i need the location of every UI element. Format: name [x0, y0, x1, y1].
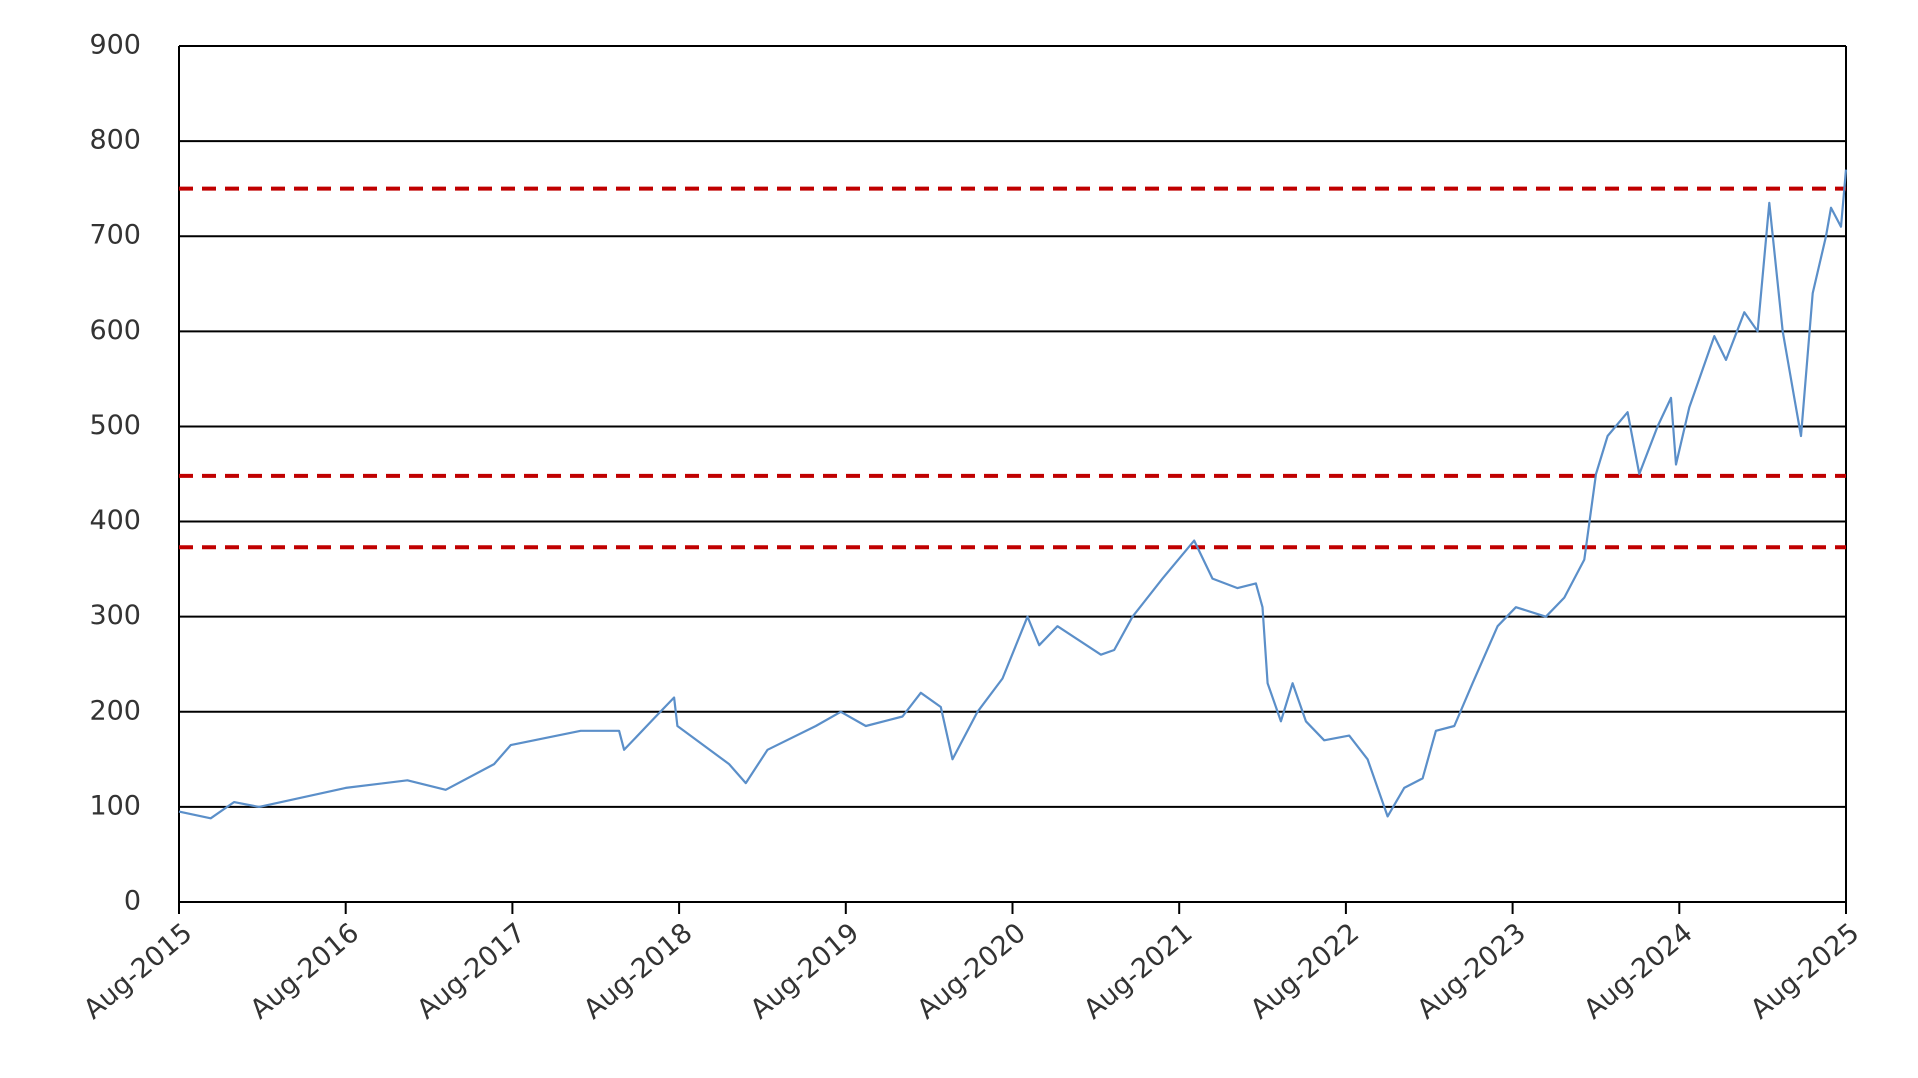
y-tick-label: 300 — [89, 600, 141, 631]
y-tick-label: 900 — [89, 30, 141, 61]
y-tick-label: 600 — [89, 315, 141, 346]
y-tick-label: 500 — [89, 410, 141, 441]
price-line — [178, 169, 1848, 820]
x-tick-label: Aug-2020 — [911, 917, 1031, 1025]
y-tick-label: 0 — [124, 886, 141, 917]
x-tick-label: Aug-2021 — [1078, 917, 1198, 1025]
y-tick-label: 800 — [89, 125, 141, 156]
x-tick-label: Aug-2015 — [78, 917, 198, 1025]
x-tick-label: Aug-2017 — [411, 917, 531, 1025]
x-tick-label: Aug-2023 — [1411, 917, 1531, 1025]
x-tick-label: Aug-2025 — [1745, 917, 1865, 1025]
y-tick-label: 100 — [89, 790, 141, 821]
x-tick-label: Aug-2024 — [1578, 917, 1698, 1025]
x-tick-label: Aug-2016 — [245, 917, 365, 1025]
x-tick-label: Aug-2019 — [745, 917, 865, 1025]
y-tick-label: 400 — [89, 505, 141, 536]
y-tick-label: 700 — [89, 220, 141, 251]
x-tick-label: Aug-2018 — [578, 917, 698, 1025]
x-tick-label: Aug-2022 — [1245, 917, 1365, 1025]
y-tick-label: 200 — [89, 695, 141, 726]
